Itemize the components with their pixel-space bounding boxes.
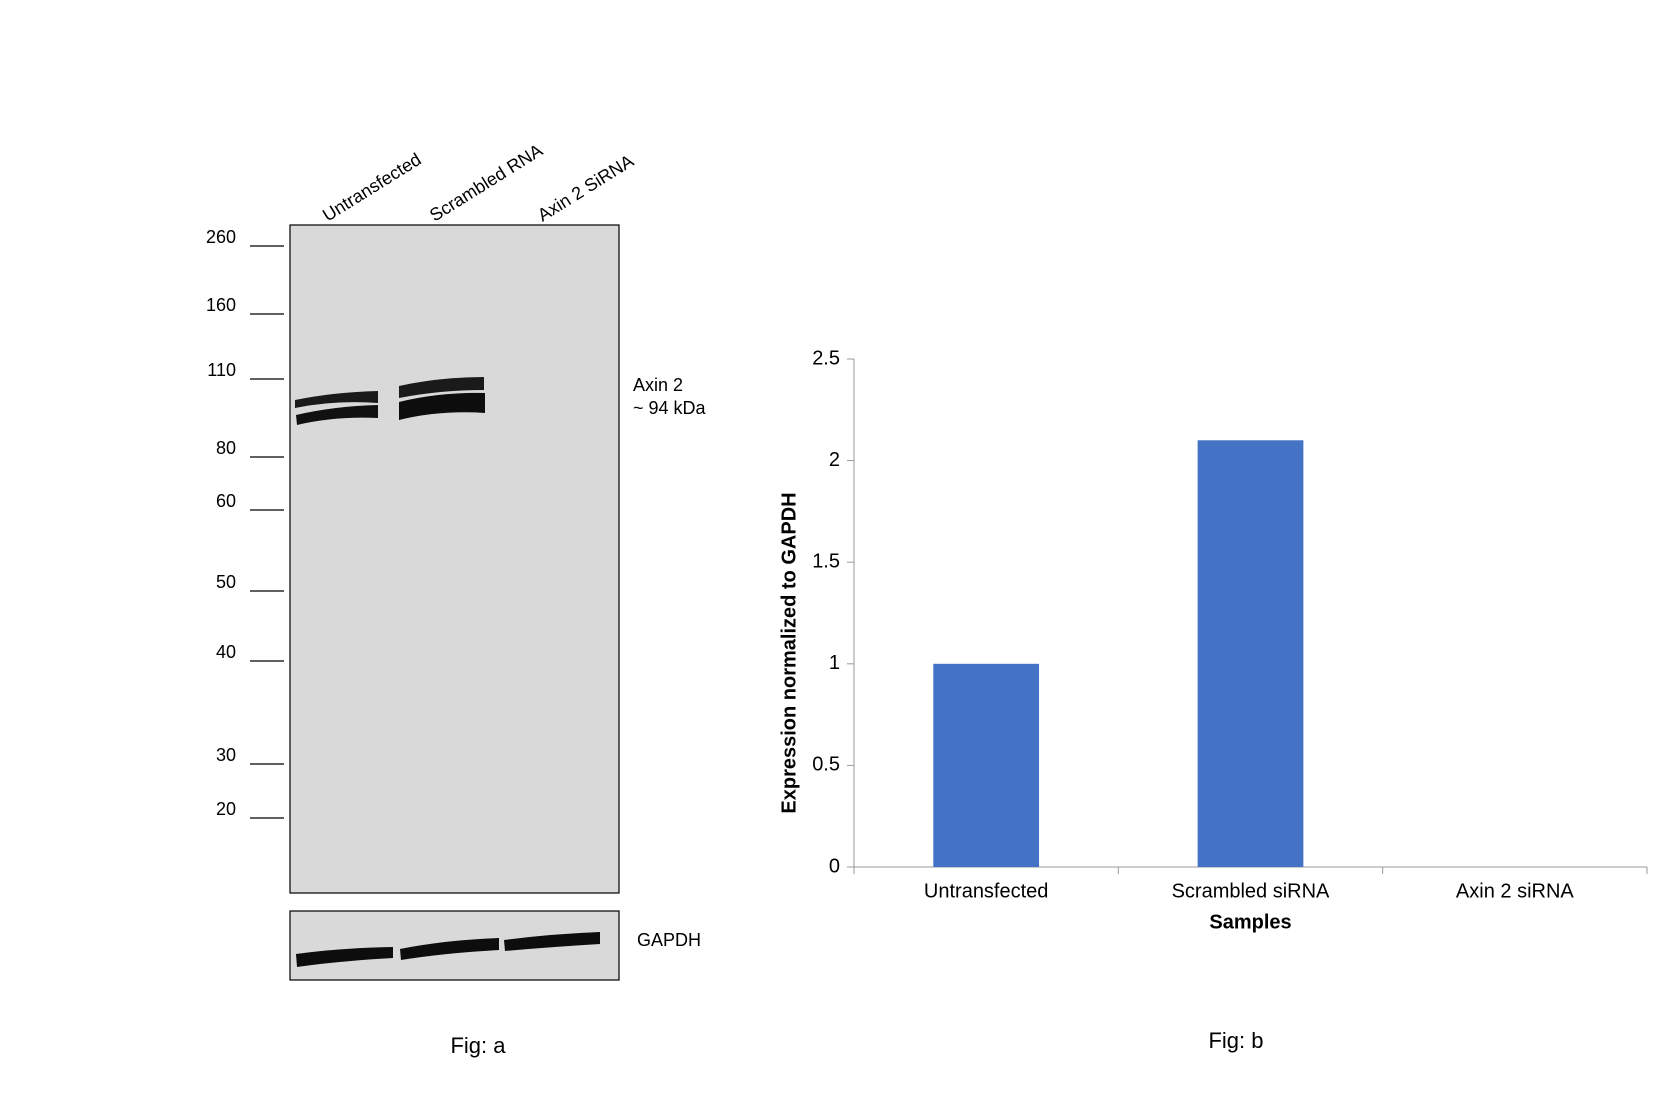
marker-label: 80 [216, 438, 236, 458]
x-tick-label: Axin 2 siRNA [1456, 880, 1574, 902]
marker-label: 20 [216, 799, 236, 819]
bar [1197, 440, 1304, 867]
y-tick-label: 1 [829, 652, 840, 674]
lane-label: Untransfected [319, 149, 425, 225]
caption: Fig: b [1208, 1028, 1263, 1053]
caption: Fig: a [450, 1033, 506, 1058]
x-axis-title: Samples [1209, 911, 1291, 933]
bar [933, 663, 1040, 867]
marker-label: 30 [216, 745, 236, 765]
band-label: Axin 2 [633, 375, 683, 395]
band [296, 947, 393, 967]
marker-label: 40 [216, 642, 236, 662]
lane-label: Axin 2 SiRNA [534, 151, 637, 226]
western-blot: Axin 2 ~ 94 kDa GAPDH Fig: a Untransfect… [206, 140, 707, 1058]
y-tick-label: 0.5 [812, 754, 840, 776]
band [400, 938, 499, 960]
band [399, 392, 485, 420]
y-tick-label: 1.5 [812, 550, 840, 572]
band [399, 377, 484, 398]
loading-control-label: GAPDH [637, 930, 701, 950]
band-size: ~ 94 kDa [633, 398, 707, 418]
marker-label: 50 [216, 572, 236, 592]
y-tick-label: 2 [829, 449, 840, 471]
x-tick-label: Untransfected [924, 880, 1049, 902]
band [296, 405, 378, 425]
marker-label: 60 [216, 491, 236, 511]
y-axis-title: Expression normalized to GAPDH [778, 492, 800, 813]
y-tick-label: 2.5 [812, 347, 840, 369]
band [295, 391, 378, 408]
band [504, 932, 600, 951]
x-tick-label: Scrambled siRNA [1172, 880, 1330, 902]
blot-membrane [289, 224, 620, 894]
marker-label: 260 [206, 227, 236, 247]
y-tick-label: 0 [829, 855, 840, 877]
marker-label: 160 [206, 295, 236, 315]
marker-label: 110 [207, 360, 236, 380]
lane-label: Scrambled RNA [426, 140, 546, 225]
